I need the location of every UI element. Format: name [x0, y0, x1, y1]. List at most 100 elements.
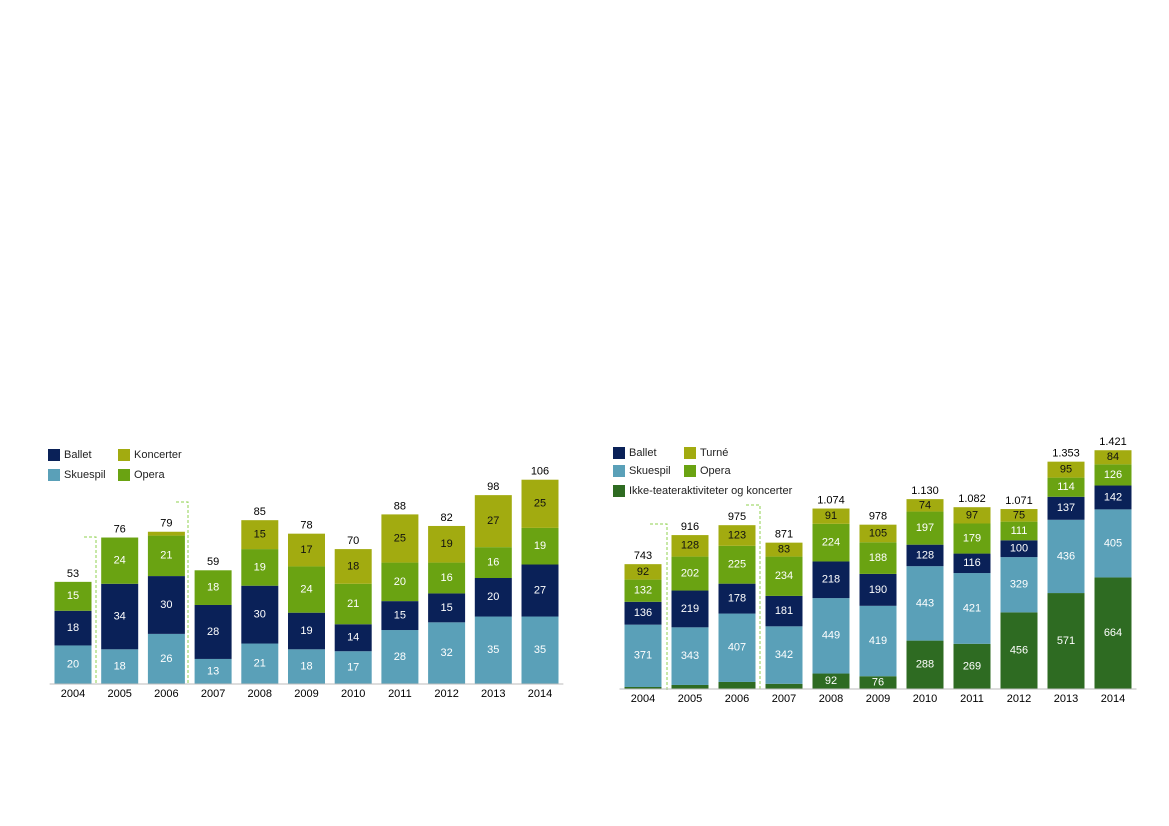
bar-segment: [521, 527, 559, 565]
data-label: 35: [487, 644, 499, 656]
legend-swatch: [613, 465, 625, 477]
legend-label: Turné: [700, 447, 728, 459]
data-label: 456: [1010, 645, 1028, 657]
data-label: 21: [160, 550, 172, 562]
data-label: 92: [825, 675, 837, 687]
total-label: 1.353: [1052, 448, 1080, 460]
total-label: 106: [531, 466, 549, 478]
total-label: 1.082: [958, 493, 986, 505]
data-label: 571: [1057, 635, 1075, 647]
legend-swatch: [48, 449, 60, 461]
data-label: 123: [728, 529, 746, 541]
x-tick-label: 2004: [631, 693, 655, 705]
bar-segment: [1094, 509, 1132, 578]
bar-segment: [859, 524, 897, 543]
total-label: 88: [394, 500, 406, 512]
bar-segment: [241, 585, 279, 644]
bar-segment: [1000, 509, 1038, 522]
bar-segment: [428, 562, 466, 594]
data-label: 178: [728, 593, 746, 605]
bar-segment: [906, 544, 944, 567]
data-label: 19: [440, 538, 452, 550]
data-label: 436: [1057, 550, 1075, 562]
bar-segment: [906, 640, 944, 689]
data-label: 128: [681, 540, 699, 552]
total-label: 70: [347, 535, 359, 547]
data-label: 15: [440, 602, 452, 614]
bar-segment: [428, 622, 466, 684]
data-label: 92: [637, 566, 649, 578]
data-label: 132: [634, 585, 652, 597]
data-label: 30: [254, 609, 266, 621]
bar-segment: [624, 624, 662, 687]
bar-segment: [474, 495, 512, 548]
bar-segment: [194, 658, 232, 684]
bar-segment: [288, 612, 325, 650]
bar-segment: [1000, 557, 1038, 613]
x-tick-label: 2013: [481, 688, 505, 700]
data-label: 83: [778, 544, 790, 556]
divider: [84, 536, 97, 684]
bar-segment: [241, 643, 279, 684]
bar-segment: [718, 525, 756, 546]
data-label: 19: [534, 540, 546, 552]
bar-segment: [381, 562, 419, 602]
data-label: 19: [300, 625, 312, 637]
bar-segment: [54, 645, 92, 684]
data-label: 421: [963, 602, 981, 614]
data-label: 179: [963, 532, 981, 544]
data-label: 24: [114, 555, 126, 567]
bar-segment: [812, 508, 850, 524]
total-label: 916: [681, 521, 699, 533]
data-label: 126: [1104, 469, 1122, 481]
data-label: 225: [728, 559, 746, 571]
bar-segment: [54, 581, 92, 611]
bar-segment: [1047, 477, 1085, 497]
x-tick-label: 2008: [248, 688, 272, 700]
x-tick-label: 2014: [1101, 693, 1125, 705]
bar-segment: [953, 643, 991, 689]
data-label: 76: [872, 677, 884, 689]
data-label: 15: [67, 590, 79, 602]
bar-segment: [288, 649, 325, 684]
data-label: 343: [681, 650, 699, 662]
bar-segment: [859, 676, 897, 689]
bar-segment: [765, 542, 803, 557]
x-tick-label: 2007: [201, 688, 225, 700]
total-label: 82: [440, 512, 452, 524]
bar-segment: [765, 626, 803, 684]
divider: [176, 501, 189, 684]
bar-segment: [381, 514, 419, 563]
bar-segment: [859, 573, 897, 606]
x-tick-label: 2014: [528, 688, 552, 700]
data-label: 18: [300, 661, 312, 673]
data-label: 27: [534, 584, 546, 596]
bar-segment: [1047, 496, 1085, 520]
bar-segment: [474, 578, 512, 617]
total-label: 76: [114, 523, 126, 535]
data-label: 105: [869, 527, 887, 539]
data-label: 136: [634, 607, 652, 619]
bar-segment: [671, 684, 709, 689]
x-tick-label: 2010: [341, 688, 365, 700]
bar-segment: [1047, 461, 1085, 478]
bar-segment: [859, 605, 897, 677]
x-tick-label: 2012: [434, 688, 458, 700]
bar-segment: [953, 507, 991, 524]
legend-label: Koncerter: [134, 449, 182, 461]
bar-segment: [671, 556, 709, 591]
bar-segment: [1094, 485, 1132, 510]
data-label: 20: [67, 659, 79, 671]
legend-label: Opera: [134, 469, 165, 481]
data-label: 197: [916, 522, 934, 534]
bar-segment: [765, 556, 803, 596]
bar-segment: [428, 525, 466, 563]
bar-segment: [812, 673, 850, 689]
data-label: 19: [254, 561, 266, 573]
x-tick-label: 2006: [725, 693, 749, 705]
data-label: 342: [775, 649, 793, 661]
data-label: 218: [822, 574, 840, 586]
bar-segment: [765, 595, 803, 627]
bar-segment: [812, 561, 850, 599]
legend-label: Skuespil: [629, 465, 671, 477]
